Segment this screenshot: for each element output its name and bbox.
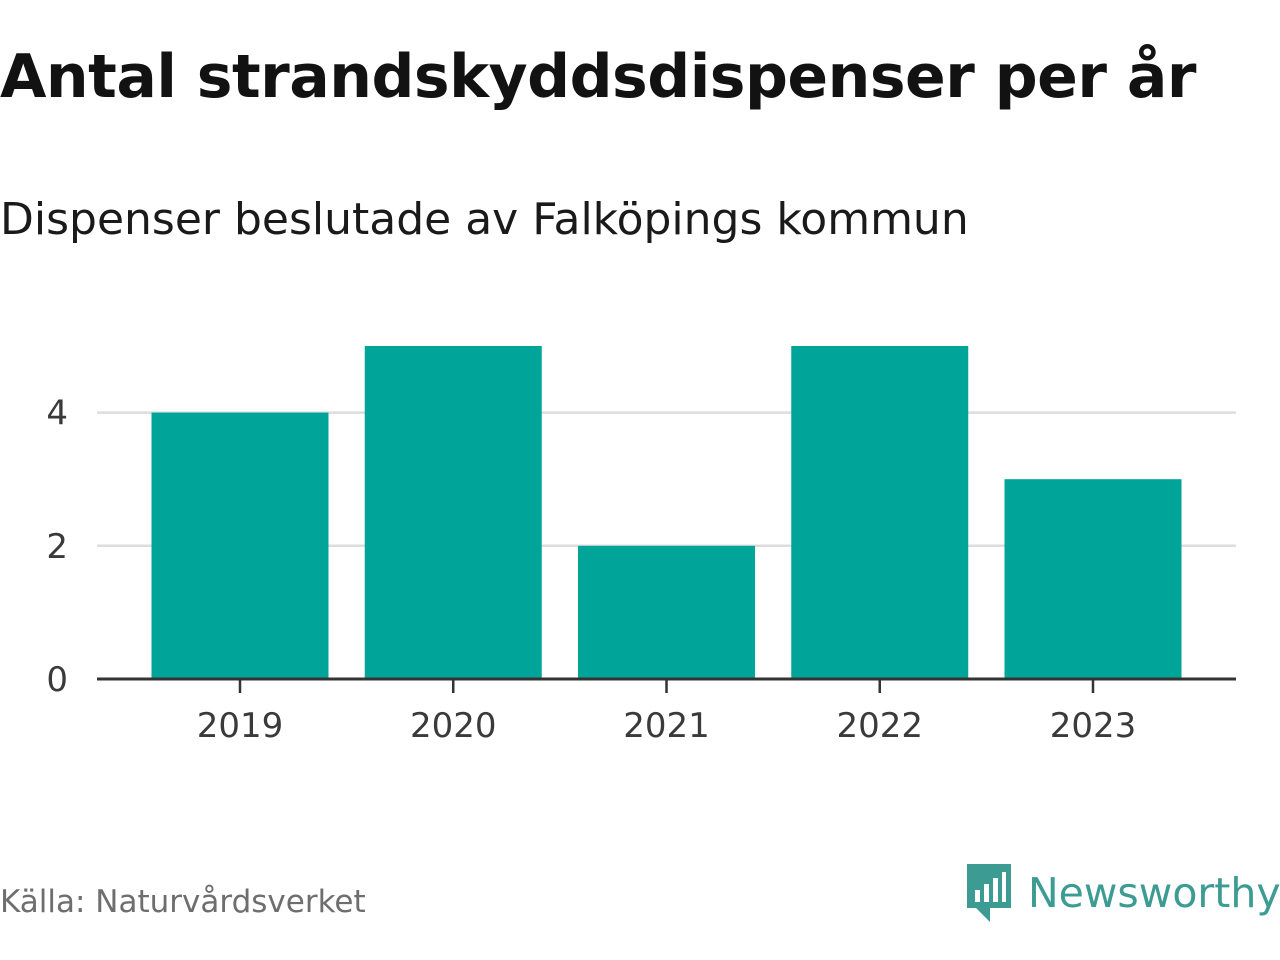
bar-2020 — [364, 346, 542, 679]
source-note: Källa: Naturvårdsverket — [0, 884, 366, 920]
bar-2021 — [578, 545, 755, 679]
x-tick-label: 2023 — [1050, 706, 1137, 746]
y-tick-label: 4 — [46, 394, 68, 434]
bar-2019 — [151, 412, 329, 679]
x-tick-label: 2020 — [410, 706, 497, 746]
brand-logo: Newsworthy — [964, 862, 1280, 924]
x-tick-label: 2021 — [623, 706, 710, 746]
x-tick-label: 2022 — [836, 706, 923, 746]
y-tick-label: 2 — [46, 527, 68, 567]
bars — [151, 346, 1182, 679]
axes: 0 2 4 2019 2020 2021 2022 2023 — [46, 394, 1236, 746]
bar-chart-speech-bubble-icon — [967, 864, 1011, 922]
y-tick-label: 0 — [46, 660, 68, 700]
bar-2022 — [791, 346, 969, 679]
bar-2023 — [1004, 479, 1182, 679]
chart-subtitle: Dispenser beslutade av Falköpings kommun — [0, 194, 969, 245]
x-tick-label: 2019 — [197, 706, 284, 746]
brand-name: Newsworthy — [1028, 869, 1280, 917]
chart-title: Antal strandskyddsdispenser per år — [0, 42, 1196, 112]
